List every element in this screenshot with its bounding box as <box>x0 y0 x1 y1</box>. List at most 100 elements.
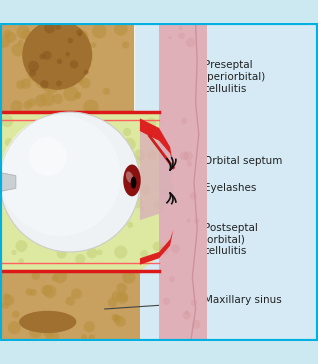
Circle shape <box>122 163 133 174</box>
Circle shape <box>134 149 146 161</box>
Circle shape <box>117 209 131 222</box>
Circle shape <box>119 293 128 302</box>
Circle shape <box>83 99 99 115</box>
Circle shape <box>140 206 145 211</box>
Circle shape <box>111 314 118 321</box>
Circle shape <box>56 40 63 48</box>
Circle shape <box>12 311 19 318</box>
Circle shape <box>78 213 90 225</box>
Circle shape <box>187 219 190 222</box>
Circle shape <box>68 40 78 50</box>
Circle shape <box>112 291 122 301</box>
Circle shape <box>169 276 175 282</box>
Circle shape <box>31 272 40 280</box>
Circle shape <box>34 170 40 176</box>
Circle shape <box>18 258 24 264</box>
Circle shape <box>6 182 16 192</box>
Circle shape <box>5 138 13 146</box>
Circle shape <box>88 334 95 341</box>
Circle shape <box>89 119 100 130</box>
Circle shape <box>84 120 93 128</box>
Circle shape <box>4 31 16 43</box>
Circle shape <box>3 293 10 300</box>
Circle shape <box>153 201 162 209</box>
Circle shape <box>98 195 106 203</box>
Circle shape <box>16 240 27 252</box>
Bar <box>0 23 134 341</box>
Circle shape <box>114 314 120 321</box>
Circle shape <box>26 197 34 206</box>
Circle shape <box>21 78 31 89</box>
Circle shape <box>11 43 25 56</box>
Circle shape <box>114 246 127 259</box>
Circle shape <box>108 202 115 209</box>
Circle shape <box>103 88 110 95</box>
Polygon shape <box>140 118 173 166</box>
Circle shape <box>39 54 45 60</box>
Circle shape <box>74 92 81 99</box>
Circle shape <box>96 150 109 164</box>
Circle shape <box>23 101 32 110</box>
Circle shape <box>46 330 59 344</box>
Polygon shape <box>0 23 134 112</box>
Circle shape <box>191 300 197 306</box>
Circle shape <box>55 24 61 30</box>
Circle shape <box>147 150 157 160</box>
Circle shape <box>194 218 199 224</box>
Circle shape <box>43 198 48 204</box>
Circle shape <box>57 59 62 64</box>
Circle shape <box>3 30 11 37</box>
Text: Orbital septum: Orbital septum <box>176 151 282 166</box>
Circle shape <box>29 69 36 76</box>
Circle shape <box>116 283 127 294</box>
Circle shape <box>75 30 89 44</box>
Polygon shape <box>0 112 175 271</box>
Bar <box>134 23 318 341</box>
Circle shape <box>25 288 33 296</box>
Circle shape <box>16 80 25 89</box>
Circle shape <box>43 285 56 298</box>
Circle shape <box>0 35 10 48</box>
Circle shape <box>78 79 83 84</box>
Circle shape <box>97 249 102 255</box>
Circle shape <box>161 190 164 194</box>
Circle shape <box>52 275 58 281</box>
Circle shape <box>18 40 24 46</box>
Circle shape <box>50 136 56 142</box>
Circle shape <box>123 138 136 151</box>
Circle shape <box>41 285 52 296</box>
Circle shape <box>43 24 56 37</box>
Circle shape <box>35 59 50 74</box>
Circle shape <box>105 165 118 178</box>
Bar <box>159 23 207 341</box>
Circle shape <box>51 79 63 91</box>
Circle shape <box>80 78 91 88</box>
Circle shape <box>84 70 88 75</box>
Polygon shape <box>140 125 173 201</box>
Circle shape <box>78 33 82 36</box>
Circle shape <box>159 246 169 255</box>
Circle shape <box>115 316 126 327</box>
Circle shape <box>40 80 49 88</box>
Circle shape <box>123 128 131 136</box>
Circle shape <box>52 94 63 104</box>
Circle shape <box>56 80 62 87</box>
Circle shape <box>0 112 140 252</box>
Circle shape <box>75 254 85 264</box>
Circle shape <box>87 248 97 258</box>
Circle shape <box>22 20 92 90</box>
Circle shape <box>185 310 189 314</box>
Circle shape <box>153 242 162 251</box>
Circle shape <box>183 151 193 161</box>
Circle shape <box>64 57 70 63</box>
Circle shape <box>114 22 128 36</box>
Circle shape <box>23 225 32 235</box>
Circle shape <box>70 60 79 69</box>
Circle shape <box>84 119 96 131</box>
Circle shape <box>146 118 156 128</box>
Circle shape <box>27 68 41 82</box>
Circle shape <box>116 292 128 304</box>
Circle shape <box>11 250 17 255</box>
Circle shape <box>91 42 97 48</box>
Circle shape <box>10 100 23 112</box>
